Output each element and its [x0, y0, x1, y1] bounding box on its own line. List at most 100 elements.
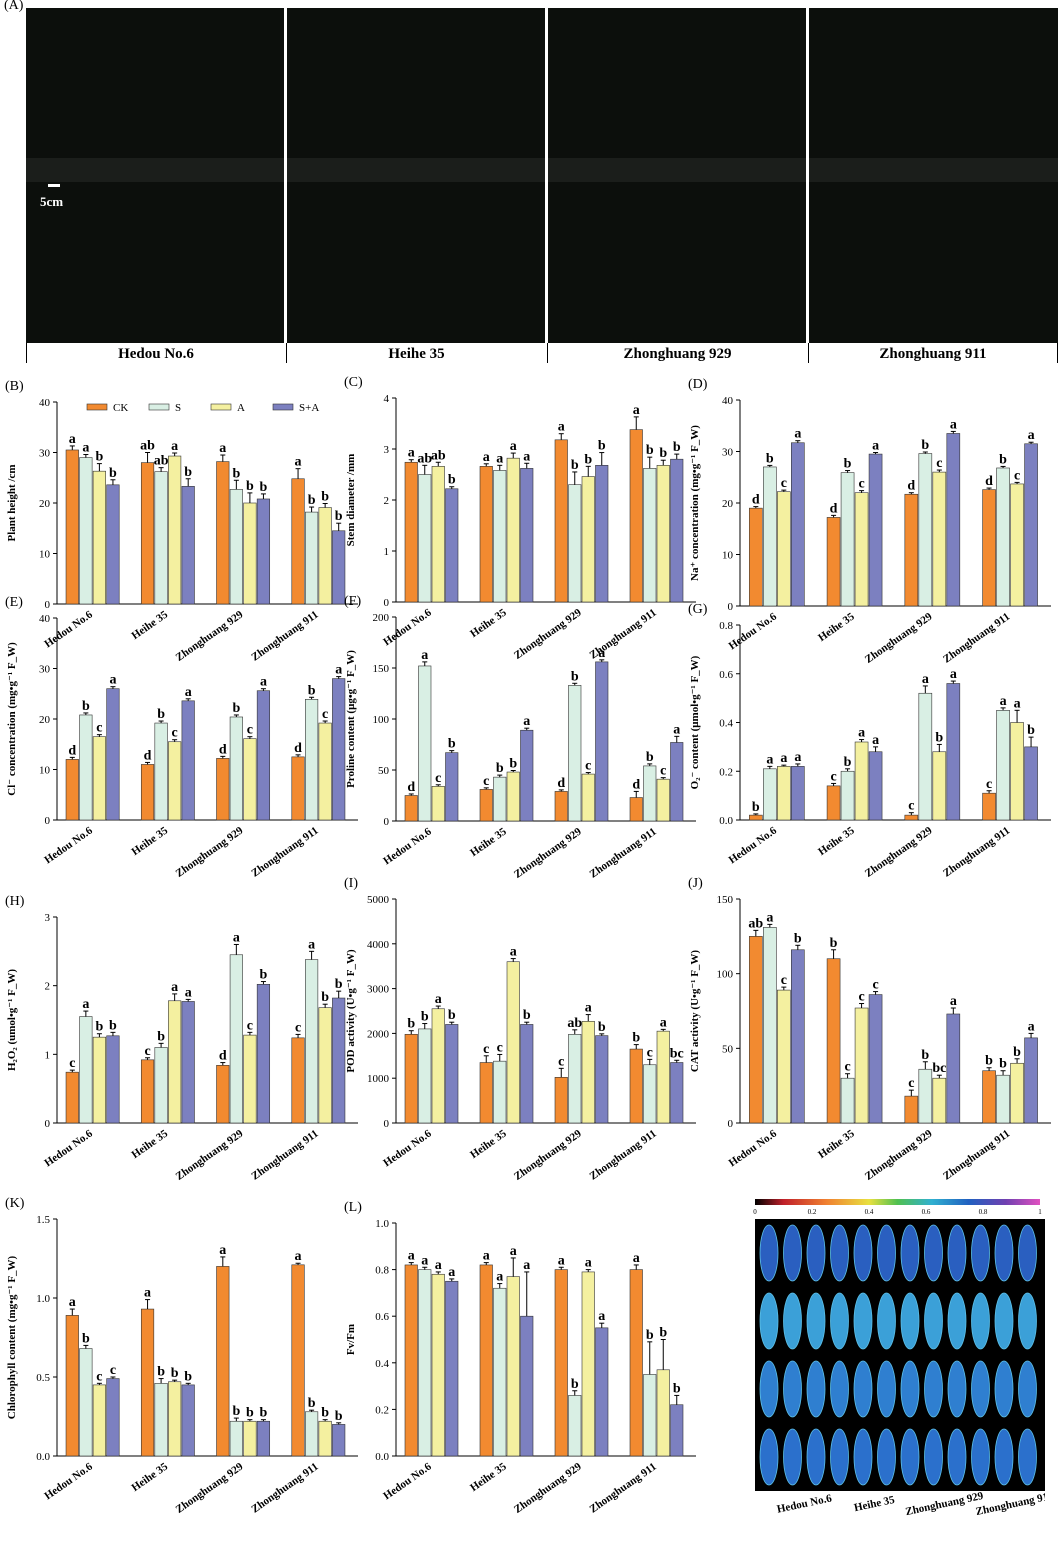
significance-letter: b: [335, 509, 343, 524]
y-tick-label: 3: [45, 912, 51, 924]
leaf: [853, 1224, 873, 1282]
leaf: [947, 1292, 967, 1350]
y-tick-label: 0.6: [719, 669, 733, 681]
scale-bar-label: 5cm: [40, 194, 64, 209]
y-tick-label: 0: [384, 816, 390, 828]
bar-ck: [982, 792, 996, 821]
category-label: Heihe 35: [816, 1127, 857, 1161]
bar-a: [656, 1369, 670, 1457]
category-label: Hedou No.6: [381, 1127, 434, 1169]
bar-s-a: [791, 766, 805, 821]
significance-letter: a: [435, 992, 442, 1007]
bar-a: [854, 492, 869, 607]
significance-letter: b: [830, 936, 838, 951]
y-tick-label: 0: [728, 1118, 734, 1130]
bar-ck: [140, 462, 155, 605]
significance-letter: a: [510, 439, 517, 454]
significance-letter: a: [144, 1286, 151, 1301]
significance-letter: c: [647, 1045, 653, 1060]
significance-letter: b: [448, 737, 456, 752]
y-tick-label: 0: [728, 601, 734, 613]
bar-s: [996, 710, 1010, 821]
y-axis-label: POD activity (U•g⁻¹ F_W): [345, 949, 357, 1073]
leaf: [877, 1428, 896, 1486]
y-tick-label: 0.0: [36, 1451, 50, 1463]
category-label: Heihe 35: [129, 1460, 170, 1494]
bar-s: [229, 716, 243, 821]
significance-letter: bc: [670, 1046, 684, 1061]
category-label: Heihe 35: [816, 610, 857, 644]
colorbar-tick: 0: [753, 1208, 757, 1216]
photo-label-hedou: Hedou No.6: [118, 346, 194, 362]
significance-letter: ab: [154, 454, 169, 469]
significance-letter: b: [523, 1008, 531, 1023]
y-tick-label: 1: [45, 1049, 51, 1061]
y-tick-label: 100: [717, 969, 734, 981]
significance-letter: a: [185, 985, 192, 1000]
bar-s-a: [670, 1404, 684, 1457]
bar-ck: [291, 1037, 305, 1124]
bar-ck: [404, 1264, 418, 1457]
leaf: [783, 1292, 802, 1350]
leaf: [806, 1292, 826, 1350]
category-label: Hedou No.6: [381, 606, 434, 648]
bar-a: [581, 773, 595, 822]
y-tick-label: 0.8: [375, 1265, 389, 1277]
bar-ck: [749, 507, 763, 607]
significance-letter: b: [335, 977, 343, 992]
significance-letter: a: [1014, 696, 1021, 711]
significance-letter: a: [295, 455, 302, 470]
bar-s: [305, 699, 319, 821]
bar-s: [918, 453, 933, 607]
bar-a: [506, 457, 520, 603]
significance-letter: d: [219, 1049, 227, 1064]
bar-ck: [404, 795, 418, 822]
legend-label: A: [237, 402, 245, 414]
leaf: [994, 1360, 1014, 1418]
significance-letter: b: [95, 450, 103, 465]
bar-s: [840, 1077, 855, 1124]
category-label: Zhonghuang 929: [174, 1460, 246, 1516]
significance-letter: b: [260, 968, 268, 983]
significance-letter: b: [448, 1008, 456, 1023]
y-tick-label: 40: [39, 613, 51, 625]
bar-s: [763, 927, 777, 1124]
significance-letter: c: [781, 476, 787, 491]
significance-letter: b: [184, 1369, 192, 1384]
significance-letter: b: [646, 1328, 654, 1343]
bar-ck: [65, 449, 79, 605]
photo-label-zh929: Zhonghuang 929: [623, 346, 732, 362]
category-label: Heihe 35: [468, 825, 509, 859]
bar-s: [763, 768, 777, 821]
bar-ck: [904, 814, 919, 821]
bar-s: [840, 770, 855, 821]
y-tick-label: 0.8: [719, 620, 733, 632]
bar-s: [568, 685, 582, 822]
leaf: [877, 1360, 896, 1418]
y-tick-label: 0.2: [375, 1404, 389, 1416]
bar-s: [568, 484, 582, 603]
bar-s-a: [106, 1378, 120, 1457]
significance-letter: b: [321, 1406, 329, 1421]
y-tick-label: 0.6: [375, 1311, 389, 1323]
bar-s: [996, 467, 1010, 607]
bar-a: [932, 751, 947, 821]
significance-letter: b: [82, 699, 90, 714]
category-label: Zhonghuang 929: [512, 606, 584, 662]
y-tick-label: 100: [373, 714, 390, 726]
category-label: Heihe 35: [129, 1127, 170, 1161]
significance-letter: b: [673, 1381, 681, 1396]
bar-a: [932, 1077, 947, 1124]
bar-s: [79, 457, 93, 605]
y-tick-label: 150: [373, 663, 390, 675]
significance-letter: d: [144, 748, 152, 763]
leaf: [759, 1360, 779, 1418]
photo-label-zh911: Zhonghuang 911: [879, 346, 987, 362]
bar-s: [493, 470, 507, 603]
bar-s: [229, 1420, 243, 1457]
category-label: Heihe 35: [129, 608, 170, 642]
category-label: Zhonghuang 929: [174, 824, 246, 880]
significance-letter: a: [858, 726, 865, 741]
significance-letter: b: [935, 730, 943, 745]
